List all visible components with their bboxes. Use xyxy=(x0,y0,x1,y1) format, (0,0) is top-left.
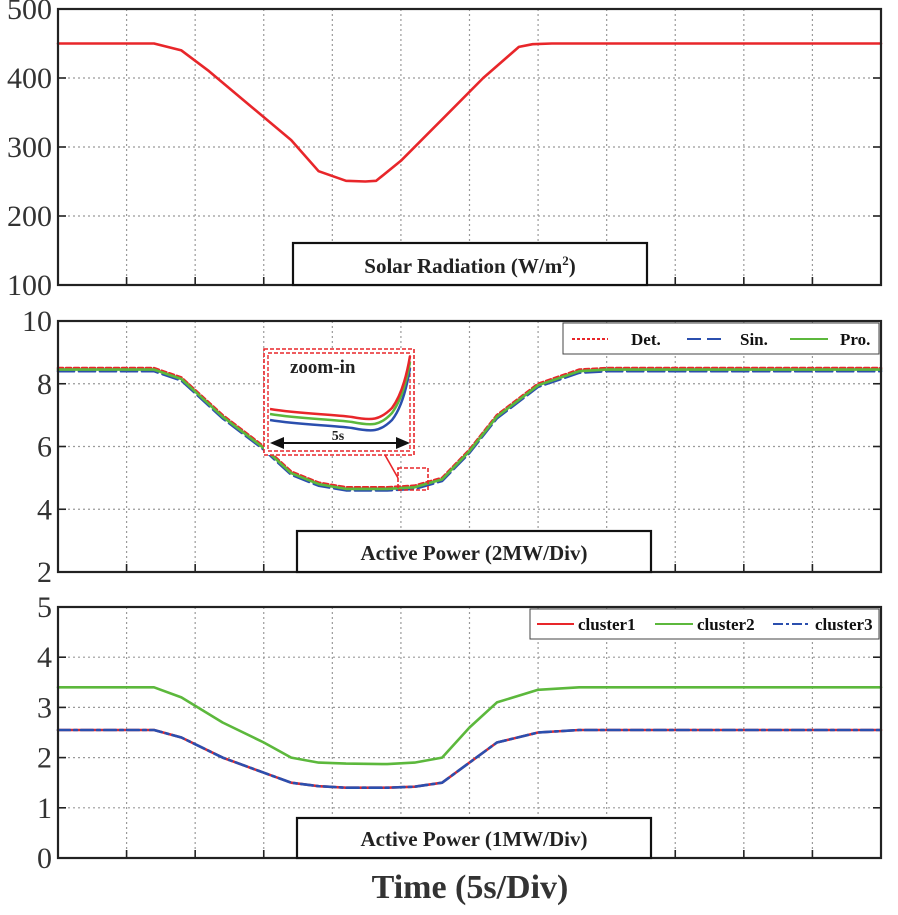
series-line-radiation xyxy=(56,42,883,183)
zoom-arrowhead-right xyxy=(396,437,410,449)
y-tick-label: 4 xyxy=(37,493,52,526)
series-line-cluster2 xyxy=(56,685,883,766)
y-tick-label: 2 xyxy=(37,742,52,775)
y-tick-label: 6 xyxy=(37,431,52,464)
y-tick-label: 1 xyxy=(37,792,52,825)
panel-label: Active Power (1MW/Div) xyxy=(360,827,587,851)
series-line-pro xyxy=(56,368,883,491)
zoom-connector xyxy=(384,454,399,479)
zoom-curve-pro xyxy=(269,361,412,426)
legend-label-cluster1: cluster1 xyxy=(578,615,636,634)
y-tick-label: 10 xyxy=(22,305,52,338)
panel-active-power-2mw: 2 4 6 8 10 Det. Sin. Pro. zoom-in 5s xyxy=(22,305,883,589)
zoom-inset-title: zoom-in xyxy=(290,357,356,378)
y-tick-label: 500 xyxy=(7,0,52,26)
panel-solar-radiation: 100 200 300 400 500 Solar Radiation (W/m2) xyxy=(7,0,883,302)
y-tick-label: 4 xyxy=(37,641,52,674)
legend-label-cluster2: cluster2 xyxy=(697,615,755,634)
panel-label: Active Power (2MW/Div) xyxy=(360,541,587,565)
y-tick-label: 200 xyxy=(7,200,52,233)
y-tick-label: 0 xyxy=(37,842,52,875)
zoom-region-marker xyxy=(397,467,429,491)
y-tick-label: 300 xyxy=(7,131,52,164)
zoom-span-label: 5s xyxy=(332,429,345,444)
zoom-arrowhead-left xyxy=(270,437,284,449)
zoom-curve-sin xyxy=(269,367,412,432)
panel-label-box xyxy=(291,241,649,287)
legend: cluster1 cluster2 cluster3 xyxy=(529,608,880,640)
y-tick-label: 400 xyxy=(7,62,52,95)
y-tick-label: 8 xyxy=(37,368,52,401)
series-line-cluster3 xyxy=(56,728,883,790)
panel-active-power-1mw: 0 1 2 3 4 5 cluster1 cluster2 cluster3 Active… xyxy=(37,591,883,875)
legend-label-pro: Pro. xyxy=(840,330,870,349)
legend-label-cluster3: cluster3 xyxy=(815,615,873,634)
panel-label-box xyxy=(295,529,653,574)
panel-label-box xyxy=(295,816,653,860)
legend: Det. Sin. Pro. xyxy=(562,322,880,355)
y-tick-label: 5 xyxy=(37,591,52,624)
y-tick-label: 2 xyxy=(37,556,52,589)
legend-label-det: Det. xyxy=(631,330,661,349)
x-axis-label: Time (5s/Div) xyxy=(372,869,569,906)
panel-label: Solar Radiation (W/m2) xyxy=(364,253,575,278)
zoom-curve-det xyxy=(269,355,412,421)
zoom-inset: zoom-in 5s xyxy=(263,348,429,491)
legend-label-sin: Sin. xyxy=(740,330,768,349)
y-tick-label: 100 xyxy=(7,269,52,302)
y-tick-label: 3 xyxy=(37,691,52,724)
